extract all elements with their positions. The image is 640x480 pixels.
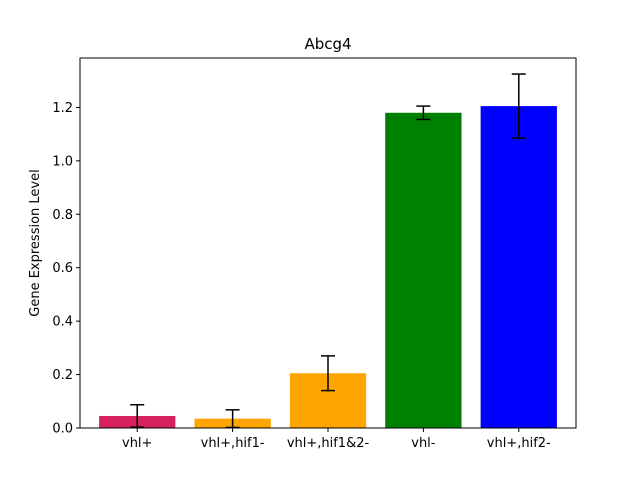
x-tick-label: vhl+,hif1- [201, 436, 265, 451]
x-tick-label: vhl+ [122, 436, 152, 451]
chart-title: Abcg4 [304, 35, 351, 53]
y-axis-label: Gene Expression Level [28, 169, 43, 316]
x-tick-label: vhl+,hif2- [487, 436, 551, 451]
bar-group [289, 355, 367, 428]
x-axis: vhl+ vhl+,hif1- vhl+,hif1&2- vhl-vhl+,hif2- [122, 428, 551, 451]
bar [480, 106, 557, 428]
y-tick-label: 1.2 [52, 101, 73, 116]
x-tick-label: vhl+,hif1&2- [287, 436, 370, 451]
bar-group [194, 409, 271, 429]
bar-group [385, 105, 462, 428]
y-axis: 0.0 0.2 0.4 0.6 0.8 1.0 1.2 [52, 101, 80, 437]
y-tick-label: 0.0 [52, 422, 73, 437]
bar-group [99, 404, 176, 428]
y-tick-label: 0.6 [52, 261, 73, 276]
bar [385, 112, 462, 428]
bar-group [480, 73, 557, 428]
plot-area [99, 73, 557, 429]
y-tick-label: 0.8 [52, 208, 73, 223]
x-tick-label: vhl- [411, 436, 436, 451]
y-tick-label: 1.0 [52, 154, 73, 169]
y-tick-label: 0.4 [52, 315, 73, 330]
y-tick-label: 0.2 [52, 368, 73, 383]
